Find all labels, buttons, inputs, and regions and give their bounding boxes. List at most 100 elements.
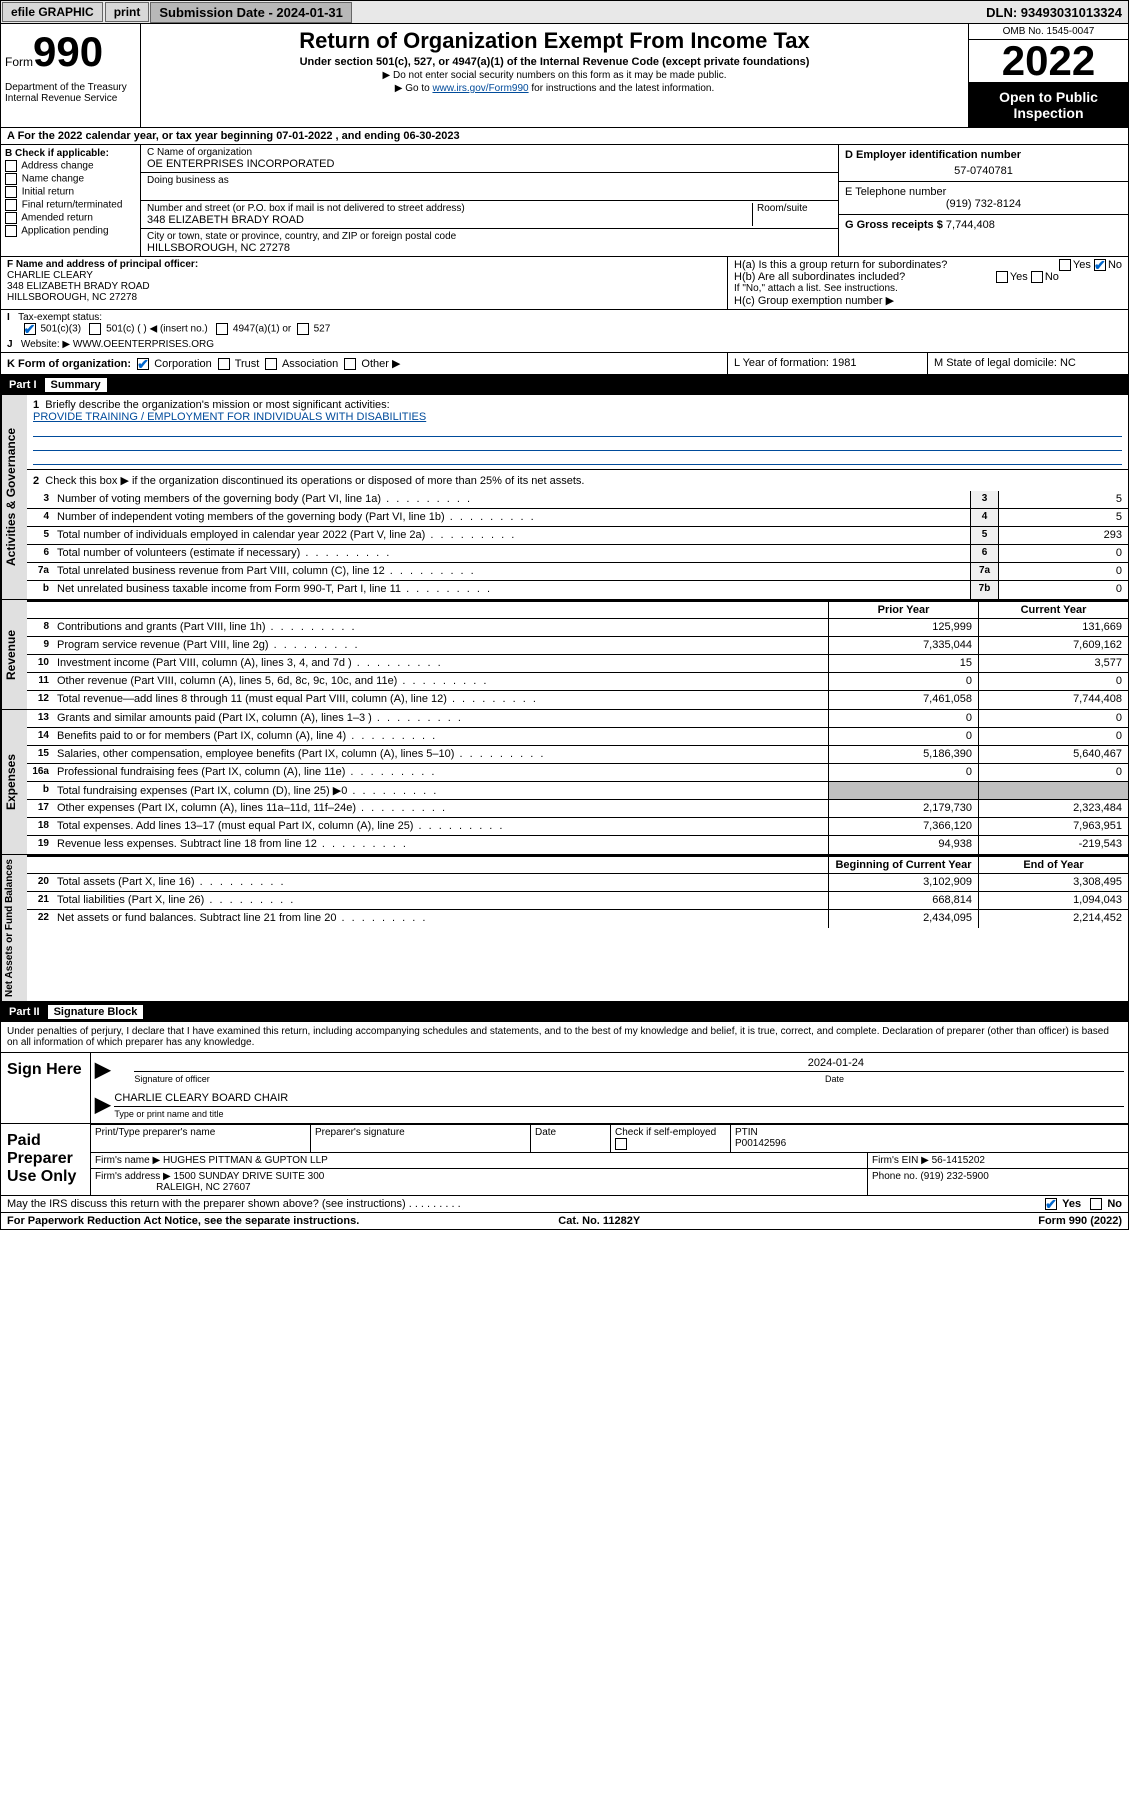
addr-label: Number and street (or P.O. box if mail i… bbox=[147, 203, 752, 214]
phone: (919) 732-8124 bbox=[845, 198, 1122, 210]
firm-ein-label: Firm's EIN ▶ bbox=[872, 1155, 929, 1166]
cb-name-change[interactable] bbox=[5, 173, 17, 185]
irs-no: No bbox=[1107, 1198, 1122, 1210]
g-label: G Gross receipts $ bbox=[845, 219, 943, 231]
row-klm: K Form of organization: Corporation Trus… bbox=[0, 353, 1129, 375]
cb-4947[interactable] bbox=[216, 323, 228, 335]
print-button[interactable]: print bbox=[105, 2, 150, 22]
table-row: 20 Total assets (Part X, line 16) 3,102,… bbox=[27, 874, 1128, 892]
cb-501c3[interactable] bbox=[24, 323, 36, 335]
cb-final[interactable] bbox=[5, 199, 17, 211]
cb-assoc[interactable] bbox=[265, 358, 277, 370]
cb-ha-yes[interactable] bbox=[1059, 259, 1071, 271]
hb-no: No bbox=[1045, 271, 1059, 283]
hb-note: If "No," attach a list. See instructions… bbox=[734, 283, 1122, 294]
cb-hb-no[interactable] bbox=[1031, 271, 1043, 283]
cb-amended[interactable] bbox=[5, 212, 17, 224]
part-i-name: Summary bbox=[45, 378, 107, 392]
cb-trust[interactable] bbox=[218, 358, 230, 370]
street-address: 348 ELIZABETH BRADY ROAD bbox=[147, 214, 752, 226]
website-value: WWW.OEENTERPRISES.ORG bbox=[73, 339, 214, 350]
cb-corp[interactable] bbox=[137, 358, 149, 370]
c-label: C Name of organization bbox=[147, 147, 832, 158]
line-num: 17 bbox=[27, 800, 53, 817]
table-row: 10 Investment income (Part VIII, column … bbox=[27, 655, 1128, 673]
line-num: 8 bbox=[27, 619, 53, 636]
department: Department of the Treasury Internal Reve… bbox=[5, 82, 136, 104]
line-num: 16a bbox=[27, 764, 53, 781]
irs-link[interactable]: www.irs.gov/Form990 bbox=[432, 83, 528, 94]
sign-here-row: Sign Here ▶ 2024-01-24 Signature of offi… bbox=[1, 1052, 1128, 1123]
cb-address-change[interactable] bbox=[5, 160, 17, 172]
cb-irs-no[interactable] bbox=[1090, 1198, 1102, 1210]
line-num: 7a bbox=[27, 563, 53, 580]
pt-check-label: Check if self-employed bbox=[615, 1127, 716, 1138]
prior-val: 94,938 bbox=[828, 836, 978, 854]
firm-ein: 56-1415202 bbox=[932, 1155, 985, 1166]
prior-val bbox=[828, 782, 978, 799]
cb-501c[interactable] bbox=[89, 323, 101, 335]
gov-line: 7a Total unrelated business revenue from… bbox=[27, 563, 1128, 581]
row-a-period: A For the 2022 calendar year, or tax yea… bbox=[0, 128, 1129, 145]
line-num: 11 bbox=[27, 673, 53, 690]
city-state-zip: HILLSBOROUGH, NC 27278 bbox=[147, 242, 832, 254]
org-name: OE ENTERPRISES INCORPORATED bbox=[147, 158, 832, 170]
opt-assoc: Association bbox=[282, 358, 338, 370]
line-num: 4 bbox=[27, 509, 53, 526]
signature-block: Under penalties of perjury, I declare th… bbox=[0, 1022, 1129, 1213]
line-num: b bbox=[27, 782, 53, 799]
current-val: 3,577 bbox=[978, 655, 1128, 672]
cb-irs-yes[interactable] bbox=[1045, 1198, 1057, 1210]
prior-val: 668,814 bbox=[828, 892, 978, 909]
current-val: 2,214,452 bbox=[978, 910, 1128, 928]
efile-button[interactable]: efile GRAPHIC bbox=[2, 2, 103, 22]
cb-527[interactable] bbox=[297, 323, 309, 335]
fgh-block: F Name and address of principal officer:… bbox=[0, 257, 1129, 310]
mission-text[interactable]: PROVIDE TRAINING / EMPLOYMENT FOR INDIVI… bbox=[33, 411, 426, 423]
table-row: 15 Salaries, other compensation, employe… bbox=[27, 746, 1128, 764]
ha-label: H(a) Is this a group return for subordin… bbox=[734, 259, 947, 271]
entity-right: D Employer identification number 57-0740… bbox=[838, 145, 1128, 256]
cb-hb-yes[interactable] bbox=[996, 271, 1008, 283]
gov-line: 4 Number of independent voting members o… bbox=[27, 509, 1128, 527]
line-desc: Net assets or fund balances. Subtract li… bbox=[53, 910, 828, 928]
line-desc: Professional fundraising fees (Part IX, … bbox=[53, 764, 828, 781]
q1-label: Briefly describe the organization's miss… bbox=[45, 399, 389, 411]
cb-initial[interactable] bbox=[5, 186, 17, 198]
prior-val: 0 bbox=[828, 728, 978, 745]
cb-ha-no[interactable] bbox=[1094, 259, 1106, 271]
prior-val: 0 bbox=[828, 764, 978, 781]
b-final: Final return/terminated bbox=[22, 200, 123, 211]
ha-no: No bbox=[1108, 259, 1122, 271]
current-val: 5,640,467 bbox=[978, 746, 1128, 763]
current-val: 0 bbox=[978, 673, 1128, 690]
firm-phone: (919) 232-5900 bbox=[920, 1171, 988, 1182]
pt-date-label: Date bbox=[531, 1125, 611, 1152]
sig-arrow-icon: ▶ bbox=[95, 1057, 110, 1084]
gov-line: b Net unrelated business taxable income … bbox=[27, 581, 1128, 599]
sig-date-val: 2024-01-24 bbox=[114, 1057, 1124, 1069]
table-row: 9 Program service revenue (Part VIII, li… bbox=[27, 637, 1128, 655]
rev-colhdr: Prior Year Current Year bbox=[27, 600, 1128, 619]
cb-self-employed[interactable] bbox=[615, 1138, 627, 1150]
vtab-governance: Activities & Governance bbox=[1, 395, 27, 599]
current-val: 1,094,043 bbox=[978, 892, 1128, 909]
prior-val: 0 bbox=[828, 710, 978, 727]
b-init: Initial return bbox=[22, 187, 74, 198]
footer-mid: Cat. No. 11282Y bbox=[558, 1215, 640, 1227]
sig-declaration: Under penalties of perjury, I declare th… bbox=[1, 1022, 1128, 1052]
line-num: b bbox=[27, 581, 53, 599]
cb-pending[interactable] bbox=[5, 225, 17, 237]
opt-other: Other ▶ bbox=[361, 358, 400, 370]
hdr-current: Current Year bbox=[978, 602, 1128, 618]
form-header: Form990 Department of the Treasury Inter… bbox=[0, 24, 1129, 128]
line-box: 7a bbox=[970, 563, 998, 580]
prior-val: 7,366,120 bbox=[828, 818, 978, 835]
firm-addr1: 1500 SUNDAY DRIVE SUITE 300 bbox=[174, 1171, 325, 1182]
b-amend: Amended return bbox=[21, 213, 93, 224]
cb-other[interactable] bbox=[344, 358, 356, 370]
line-box: 3 bbox=[970, 491, 998, 508]
line-box: 4 bbox=[970, 509, 998, 526]
city-label: City or town, state or province, country… bbox=[147, 231, 832, 242]
form-number-cell: Form990 Department of the Treasury Inter… bbox=[1, 24, 141, 127]
